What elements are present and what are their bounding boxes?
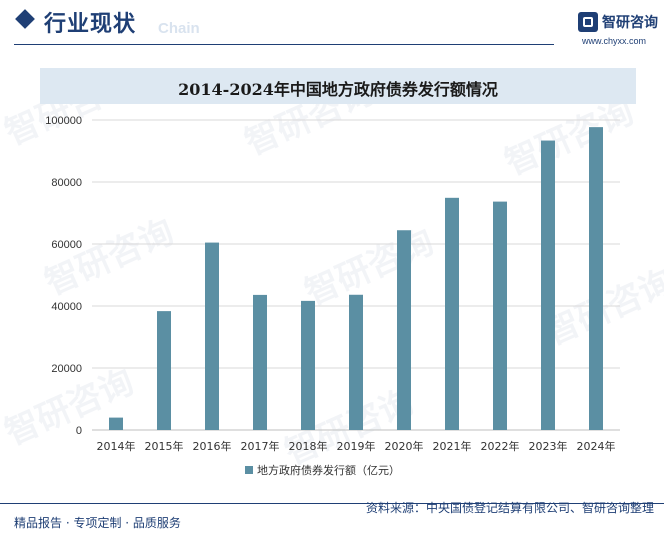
x-tick-label: 2020年 <box>385 439 424 453</box>
brand-name: 智研咨询 <box>602 15 658 31</box>
y-tick-label: 20000 <box>51 363 82 375</box>
bar <box>157 311 171 430</box>
y-tick-label: 40000 <box>51 301 82 313</box>
chart-title-bar: 2014-2024年中国地方政府债券发行额情况 <box>40 68 636 104</box>
chart-title: 2014-2024年中国地方政府债券发行额情况 <box>178 80 498 99</box>
header-divider <box>14 44 554 45</box>
footer-divider <box>0 503 664 504</box>
x-tick-label: 2019年 <box>337 439 376 453</box>
x-tick-label: 2016年 <box>193 439 232 453</box>
x-tick-label: 2015年 <box>145 439 184 453</box>
y-tick-label: 80000 <box>51 177 82 189</box>
page-header: 行业现状 Chain 智研咨询 www.chyxx.com <box>0 0 664 56</box>
bar <box>253 294 267 430</box>
section-diamond-icon <box>15 9 35 29</box>
bar-chart: 0 20000 40000 60000 80000 100000 2014年 2015年 201… <box>45 115 620 477</box>
footer-slogan: 精品报告 · 专项定制 · 品质服务 <box>14 516 181 530</box>
x-tick-label: 2021年 <box>433 439 472 453</box>
y-tick-label: 0 <box>76 425 82 437</box>
brand-url: www.chyxx.com <box>582 36 647 46</box>
x-tick-label: 2018年 <box>289 439 328 453</box>
brand-logo-icon <box>578 12 598 32</box>
x-tick-label: 2014年 <box>97 439 136 453</box>
bar <box>493 201 507 430</box>
x-tick-label: 2022年 <box>481 439 520 453</box>
x-tick-label: 2023年 <box>529 439 568 453</box>
source-note: 资料来源：中央国债登记结算有限公司、智研咨询整理 <box>365 501 654 515</box>
section-title-watermark: Chain <box>158 20 200 37</box>
bar <box>109 417 123 430</box>
legend-swatch <box>245 466 253 474</box>
legend-label: 地方政府债券发行额（亿元） <box>257 463 400 477</box>
section-title: 行业现状 <box>44 12 137 37</box>
bar <box>349 294 363 430</box>
bar <box>445 197 459 430</box>
bar <box>397 230 411 430</box>
x-tick-label: 2017年 <box>241 439 280 453</box>
y-tick-label: 100000 <box>45 115 82 127</box>
bar <box>301 300 315 430</box>
y-tick-label: 60000 <box>51 239 82 251</box>
bar <box>205 242 219 430</box>
bar <box>589 127 603 430</box>
bar <box>541 140 555 430</box>
brand: 智研咨询 www.chyxx.com <box>578 10 664 50</box>
x-tick-label: 2024年 <box>577 439 616 453</box>
